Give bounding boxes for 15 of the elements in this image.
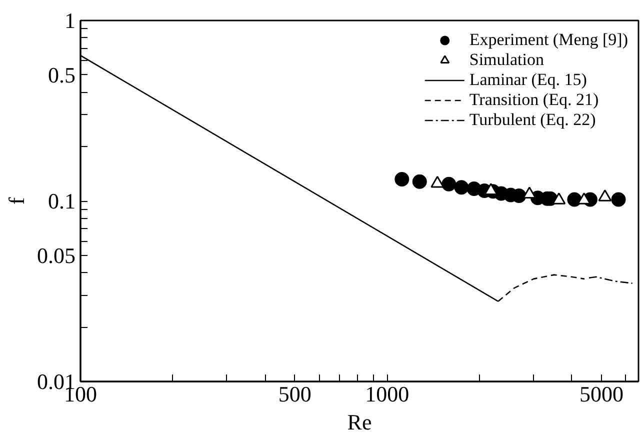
legend-label: Laminar (Eq. 15) bbox=[469, 70, 587, 90]
y-tick-label: 0.05 bbox=[37, 242, 76, 268]
legend-label: Transition (Eq. 21) bbox=[469, 90, 599, 110]
legend-label: Simulation bbox=[469, 50, 544, 70]
y-tick-label: 0.5 bbox=[48, 62, 76, 88]
legend-label: Turbulent (Eq. 22) bbox=[469, 110, 596, 130]
legend-label: Experiment (Meng [9]) bbox=[469, 30, 628, 50]
line-series bbox=[588, 276, 633, 284]
x-axis-title: Re bbox=[347, 410, 372, 434]
y-tick-label: 0.1 bbox=[48, 188, 76, 214]
x-tick-label: 500 bbox=[278, 382, 312, 406]
x-tick-label: 1000 bbox=[365, 382, 410, 406]
y-axis-title: f bbox=[4, 196, 29, 205]
y-tick-label: 1 bbox=[64, 8, 76, 33]
x-tick-label: 5000 bbox=[580, 382, 624, 406]
